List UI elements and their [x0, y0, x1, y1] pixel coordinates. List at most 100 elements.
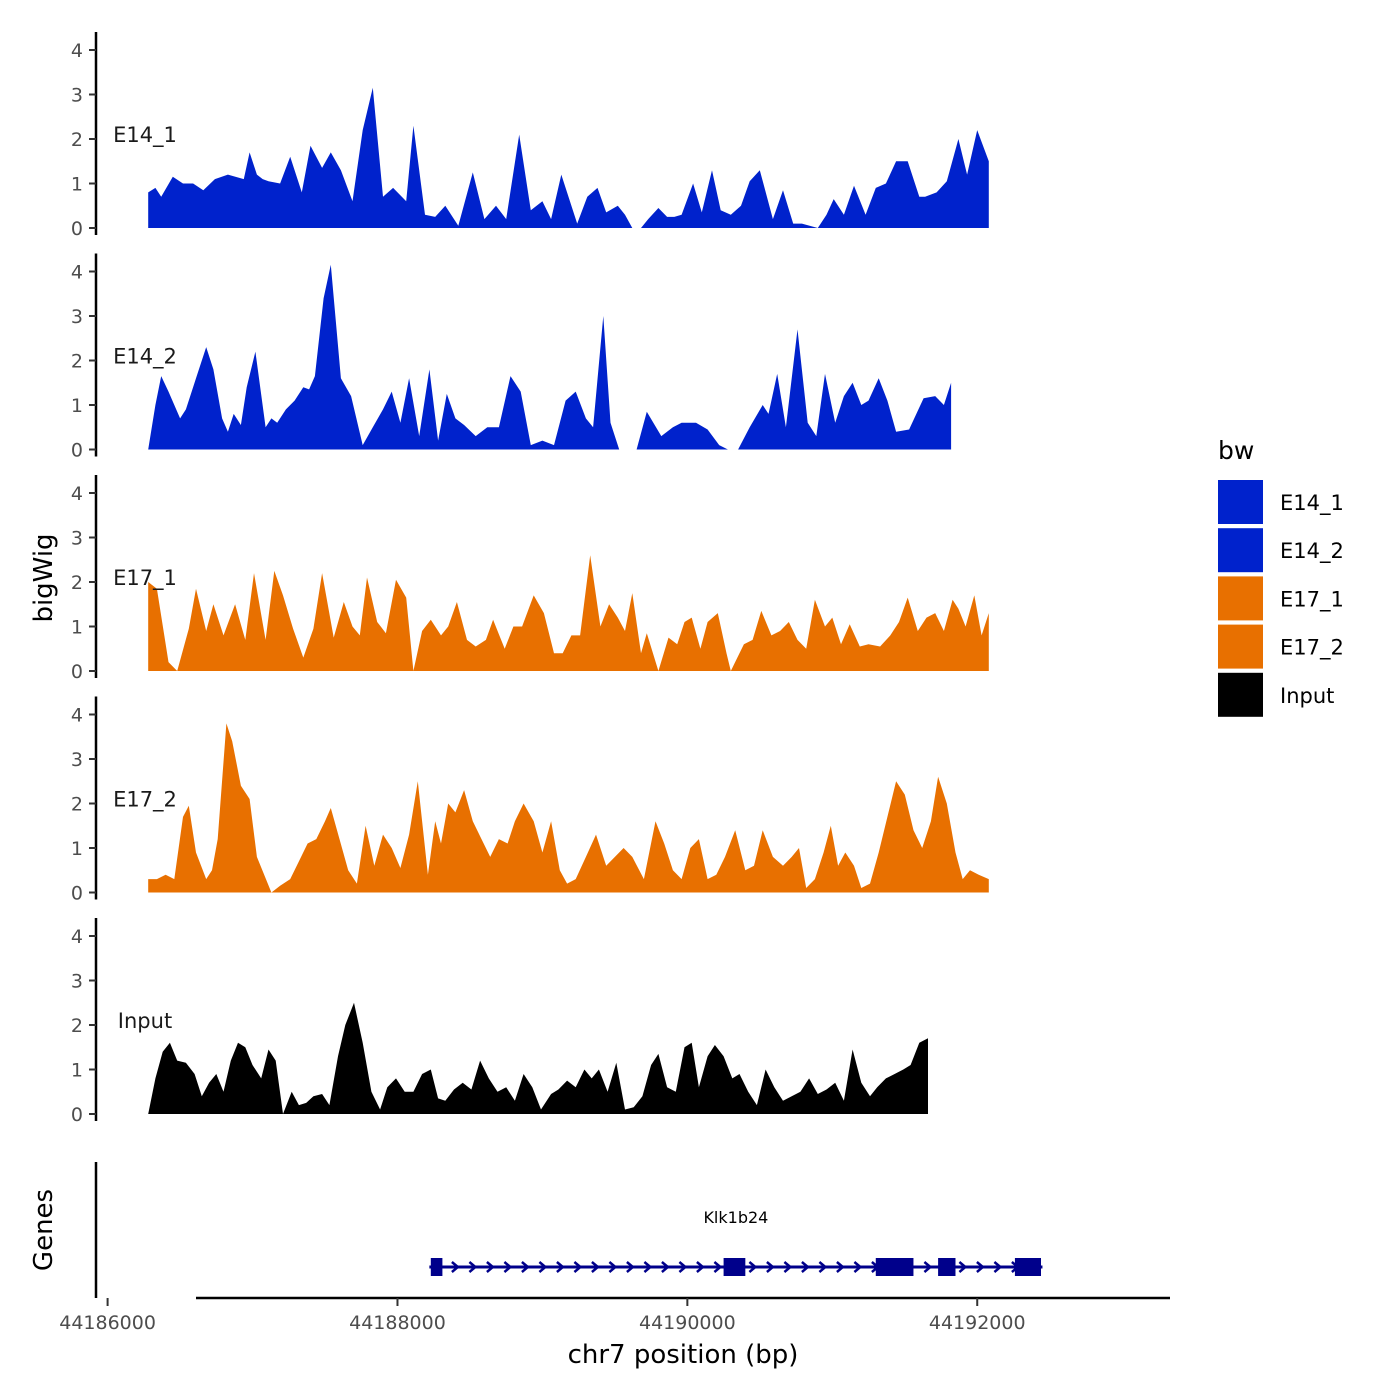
x-axis-title: chr7 position (bp): [568, 1340, 799, 1370]
strand-arrow: [993, 1261, 1003, 1273]
strand-arrow: [521, 1261, 530, 1273]
gene-label: Klk1b24: [703, 1208, 768, 1227]
track-e14_2: 0 1 2 3 4 E14_2: [71, 253, 952, 462]
gene-exon: [723, 1258, 746, 1276]
gene-panel: Genes Klk1b24: [29, 1162, 1043, 1298]
strand-arrow: [486, 1261, 495, 1273]
y-tick-label: 3: [71, 528, 83, 550]
y-tick-label: 3: [71, 971, 83, 993]
y-tick-label: 0: [71, 1104, 83, 1126]
track-label: E14_2: [113, 345, 177, 370]
coverage-area-input: [148, 1002, 928, 1114]
strand-arrow: [801, 1261, 810, 1273]
y-tick-label: 1: [71, 1060, 83, 1082]
y-tick-label: 4: [71, 262, 83, 284]
y-tick-label: 4: [71, 926, 83, 948]
strand-arrow: [573, 1261, 583, 1273]
gene-panel-label: Genes: [29, 1189, 59, 1271]
track-e17_2: 0 1 2 3 4 E17_2: [71, 696, 989, 905]
x-tick-label: 44188000: [349, 1312, 446, 1334]
track-input: 0 1 2 3 4 Input: [71, 918, 928, 1126]
strand-arrow: [958, 1261, 968, 1273]
legend-swatch-e14_2: [1218, 528, 1263, 573]
y-tick-label: 3: [71, 749, 83, 771]
strand-arrow: [853, 1261, 863, 1273]
strand-arrow: [608, 1261, 618, 1273]
track-label: E17_1: [113, 566, 177, 591]
legend-label-e17_1: E17_1: [1280, 587, 1344, 612]
track-label: E14_1: [113, 123, 177, 148]
y-tick-label: 1: [71, 395, 83, 417]
y-tick-label: 1: [71, 838, 83, 860]
y-tick-label: 0: [71, 440, 83, 462]
y-tick-label: 3: [71, 306, 83, 328]
y-tick-label: 1: [71, 617, 83, 639]
y-axis-title-group: bigWig: [29, 533, 59, 622]
legend-label-input: Input: [1280, 684, 1334, 708]
y-axis-title: bigWig: [29, 533, 59, 622]
gene-exon: [875, 1258, 914, 1276]
y-tick-label: 0: [71, 883, 83, 905]
x-axis: 44186000 44188000 44190000 44192000 chr7 po…: [59, 1296, 1170, 1370]
gene-exon: [938, 1258, 956, 1276]
y-tick-label: 4: [71, 705, 83, 727]
legend-swatch-e17_1: [1218, 576, 1263, 621]
strand-arrow: [783, 1261, 793, 1273]
y-tick-label: 4: [71, 40, 83, 62]
x-axis-ticks: 44186000 44188000 44190000 44192000: [59, 1298, 1026, 1334]
strand-arrow: [503, 1261, 513, 1273]
x-tick-label: 44186000: [59, 1312, 156, 1334]
strand-arrow: [556, 1261, 565, 1273]
legend-swatch-e14_1: [1218, 480, 1263, 524]
strand-arrow: [661, 1261, 670, 1273]
strand-arrow: [923, 1261, 933, 1273]
legend-items: E14_1 E14_2 E17_1 E17_2 Input: [1218, 480, 1344, 717]
y-tick-label: 2: [71, 794, 83, 816]
strand-arrow: [451, 1261, 460, 1273]
legend-swatch-input: [1218, 672, 1263, 717]
y-tick-label: 2: [71, 572, 83, 594]
track-e14_1: 0 1 2 3 4 E14_1: [71, 32, 989, 240]
strand-arrow: [748, 1261, 758, 1273]
gene-model: [429, 1258, 1043, 1276]
strand-arrow: [766, 1261, 775, 1273]
strand-arrow: [468, 1261, 478, 1273]
y-tick-label: 3: [71, 85, 83, 107]
track-label: Input: [118, 1009, 172, 1033]
strand-arrow: [818, 1261, 828, 1273]
strand-arrow: [626, 1261, 635, 1273]
legend-label-e14_1: E14_1: [1280, 491, 1344, 516]
coverage-area-e14_1: [148, 87, 989, 228]
y-tick-label: 0: [71, 661, 83, 683]
y-tick-label: 0: [71, 218, 83, 240]
strand-arrow: [696, 1261, 705, 1273]
y-tick-label: 4: [71, 483, 83, 505]
legend: bw E14_1 E14_2 E17_1 E17_2 Input: [1218, 436, 1344, 717]
strand-arrow: [836, 1261, 845, 1273]
legend-label-e14_2: E14_2: [1280, 539, 1344, 564]
strand-arrow: [591, 1261, 600, 1273]
gene-exon: [430, 1258, 443, 1276]
y-tick-label: 1: [71, 174, 83, 196]
strand-arrow: [538, 1261, 548, 1273]
gene-exon: [1014, 1258, 1042, 1276]
x-tick-label: 44190000: [639, 1312, 736, 1334]
strand-arrow: [643, 1261, 653, 1273]
coverage-area-e17_2: [148, 723, 989, 893]
strand-arrow: [678, 1261, 688, 1273]
y-tick-label: 2: [71, 1015, 83, 1037]
coverage-area-e17_1: [148, 555, 989, 671]
legend-swatch-e17_2: [1218, 624, 1263, 669]
coverage-area-e14_2: [148, 264, 952, 450]
legend-label-e17_2: E17_2: [1280, 636, 1344, 661]
y-tick-label: 2: [71, 351, 83, 373]
strand-arrow: [713, 1261, 723, 1273]
track-label: E17_2: [113, 788, 177, 813]
y-tick-label: 2: [71, 129, 83, 151]
track-e17_1: 0 1 2 3 4 E17_1: [71, 475, 989, 683]
x-tick-label: 44192000: [929, 1312, 1026, 1334]
legend-title: bw: [1218, 436, 1254, 465]
strand-arrow: [976, 1261, 985, 1273]
coverage-tracks: 0 1 2 3 4 E14_1 0 1 2 3 4 E14_2 0 1 2 3 4 E17_1 0 1 2 3 4 E17_2…: [71, 32, 989, 1126]
